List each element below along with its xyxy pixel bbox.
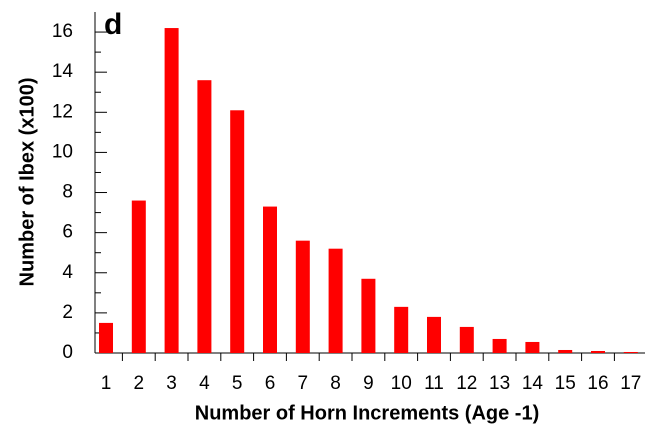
bar xyxy=(492,338,507,353)
y-axis-label: Number of Ibex (x100) xyxy=(16,78,38,287)
bar xyxy=(558,349,573,353)
x-tick-label: 11 xyxy=(424,373,444,394)
bar xyxy=(131,200,146,353)
x-tick-label: 12 xyxy=(456,373,477,394)
x-tick-label: 14 xyxy=(522,373,544,394)
x-tick-label: 6 xyxy=(265,373,276,394)
bar xyxy=(99,322,113,353)
x-tick-label: 8 xyxy=(330,373,341,394)
bar xyxy=(459,326,474,353)
x-tick-label: 5 xyxy=(232,373,243,394)
bar xyxy=(361,278,376,353)
bar xyxy=(623,351,638,353)
y-tick-label: 6 xyxy=(62,222,73,243)
bar xyxy=(230,110,245,353)
y-tick-label: 10 xyxy=(52,141,73,162)
y-tick-label: 12 xyxy=(52,101,73,122)
bar xyxy=(427,316,441,353)
bar xyxy=(164,28,179,353)
x-tick-label: 2 xyxy=(134,373,145,394)
y-tick-label: 0 xyxy=(62,342,73,363)
bar xyxy=(328,248,343,353)
panel-label: d xyxy=(104,8,122,41)
y-tick-label: 2 xyxy=(62,302,73,323)
bar xyxy=(295,240,310,353)
x-tick-label: 1 xyxy=(101,373,112,394)
x-tick-label: 15 xyxy=(555,373,576,394)
x-tick-label: 17 xyxy=(620,373,641,394)
bar xyxy=(525,341,540,353)
bar xyxy=(591,350,605,353)
bar xyxy=(197,80,212,353)
x-tick-label: 7 xyxy=(298,373,309,394)
bar xyxy=(263,206,277,353)
x-tick-label: 9 xyxy=(363,373,374,394)
y-tick-label: 16 xyxy=(52,21,73,42)
y-tick-label: 14 xyxy=(52,61,74,82)
x-tick-label: 16 xyxy=(587,373,608,394)
y-tick-label: 4 xyxy=(62,262,73,283)
x-axis-label: Number of Horn Increments (Age -1) xyxy=(195,402,539,424)
x-tick-label: 10 xyxy=(391,373,412,394)
x-tick-label: 3 xyxy=(166,373,177,394)
x-tick-label: 13 xyxy=(489,373,510,394)
bar xyxy=(394,306,409,353)
x-tick-label: 4 xyxy=(199,373,210,394)
y-tick-label: 8 xyxy=(62,182,73,203)
